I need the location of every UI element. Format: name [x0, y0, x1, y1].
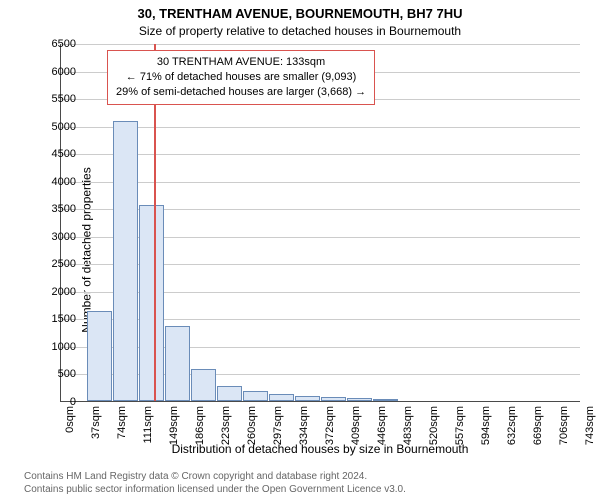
histogram-bar [295, 396, 320, 402]
x-tick-label: 297sqm [272, 406, 284, 445]
footer-line-2: Contains public sector information licen… [24, 483, 406, 496]
chart-title: 30, TRENTHAM AVENUE, BOURNEMOUTH, BH7 7H… [0, 6, 600, 21]
annotation-line-2: ← 71% of detached houses are smaller (9,… [116, 70, 366, 85]
footer-line-1: Contains HM Land Registry data © Crown c… [24, 470, 406, 483]
x-tick-label: 594sqm [480, 406, 492, 445]
x-tick-label: 520sqm [428, 406, 440, 445]
chart-root: 30, TRENTHAM AVENUE, BOURNEMOUTH, BH7 7H… [0, 0, 600, 500]
x-tick-label: 37sqm [90, 406, 102, 439]
x-tick-label: 557sqm [454, 406, 466, 445]
histogram-bar [243, 391, 268, 401]
histogram-bar [321, 397, 346, 401]
histogram-bar [139, 205, 164, 401]
x-tick-label: 372sqm [324, 406, 336, 445]
histogram-bar [373, 399, 398, 401]
histogram-bar [347, 398, 372, 401]
annotation-line-3: 29% of semi-detached houses are larger (… [116, 85, 366, 100]
x-tick-label: 334sqm [298, 406, 310, 445]
x-tick-label: 706sqm [558, 406, 570, 445]
plot-area: 30 TRENTHAM AVENUE: 133sqm ← 71% of deta… [60, 44, 580, 402]
footer-text: Contains HM Land Registry data © Crown c… [24, 470, 406, 496]
histogram-bar [87, 311, 112, 401]
x-tick-label: 483sqm [402, 406, 414, 445]
x-tick-label: 669sqm [532, 406, 544, 445]
x-tick-label: 111sqm [142, 406, 154, 444]
x-tick-label: 74sqm [116, 406, 128, 439]
histogram-bar [165, 326, 190, 401]
histogram-bar [269, 394, 294, 401]
x-tick-label: 149sqm [168, 406, 180, 445]
histogram-bar [217, 386, 242, 401]
histogram-bar [113, 121, 138, 401]
x-axis-label: Distribution of detached houses by size … [60, 442, 580, 456]
annotation-box: 30 TRENTHAM AVENUE: 133sqm ← 71% of deta… [107, 50, 375, 105]
histogram-bar [191, 369, 216, 401]
x-tick-label: 260sqm [246, 406, 258, 445]
x-tick-label: 743sqm [584, 406, 596, 445]
x-tick-label: 0sqm [64, 406, 76, 433]
chart-subtitle: Size of property relative to detached ho… [0, 24, 600, 38]
x-tick-label: 446sqm [376, 406, 388, 445]
annotation-line-1: 30 TRENTHAM AVENUE: 133sqm [116, 55, 366, 70]
x-tick-label: 409sqm [350, 406, 362, 445]
plot-wrap: Number of detached properties 30 TRENTHA… [0, 40, 600, 460]
x-tick-label: 632sqm [506, 406, 518, 445]
x-tick-label: 223sqm [220, 406, 232, 445]
x-tick-label: 186sqm [194, 406, 206, 445]
